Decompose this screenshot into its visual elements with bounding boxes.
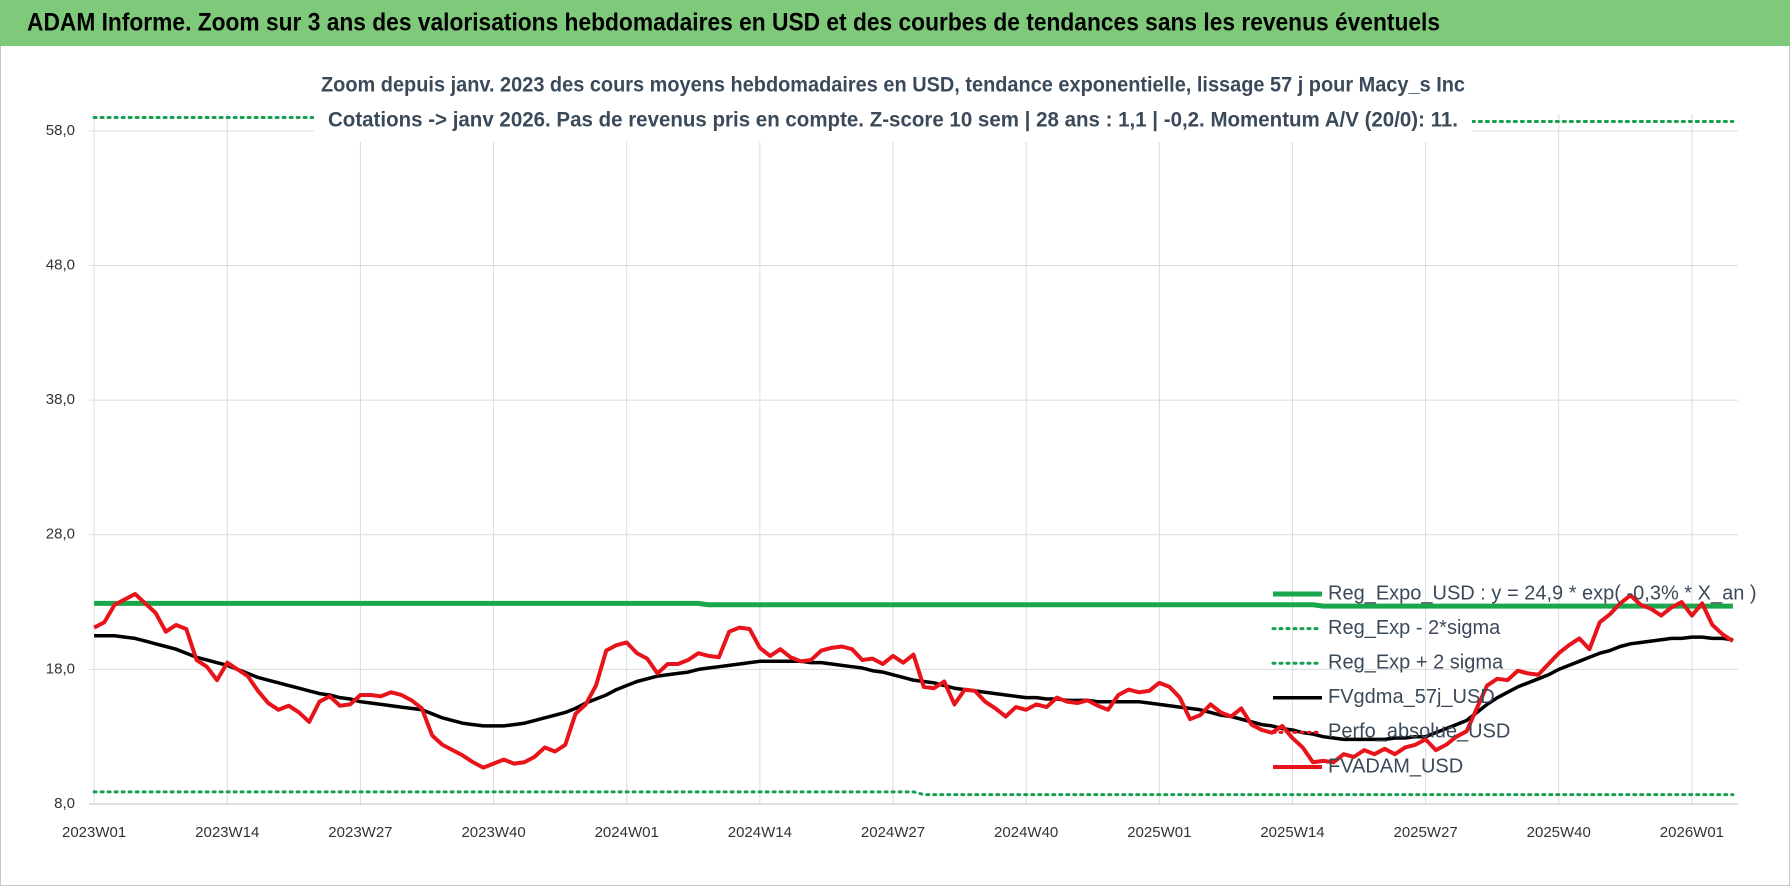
x-tick-label: 2023W27	[328, 824, 392, 841]
legend-label: Reg_Exp + 2 sigma	[1328, 651, 1504, 673]
x-tick-label: 2024W40	[994, 824, 1058, 841]
legend-label: Reg_Expo_USD : y = 24,9 * exp( -0,3% * X…	[1328, 582, 1757, 604]
y-tick-label: 28,0	[46, 526, 75, 543]
subtitle-box: Zoom depuis janv. 2023 des cours moyens …	[314, 68, 1472, 142]
legend-label: FVADAM_USD	[1328, 755, 1463, 777]
chart-title: ADAM Informe. Zoom sur 3 ans des valoris…	[27, 9, 1440, 37]
chart-subtitle: Cotations -> janv 2026. Pas de revenus p…	[328, 109, 1458, 132]
x-tick-label: 2024W14	[728, 824, 792, 841]
series-line	[94, 600, 1733, 609]
y-tick-label: 18,0	[46, 660, 75, 677]
legend: Reg_Expo_USD : y = 24,9 * exp( -0,3% * X…	[1271, 582, 1757, 777]
legend-label: FVgdma_57j_USD	[1328, 686, 1495, 708]
y-tick-label: 38,0	[46, 391, 75, 408]
x-tick-label: 2025W27	[1394, 824, 1458, 841]
x-tick-label: 2025W01	[1127, 824, 1191, 841]
series-line	[93, 592, 1734, 770]
x-tick-label: 2024W27	[861, 824, 925, 841]
x-tick-label: 2023W40	[461, 824, 525, 841]
y-tick-label: 48,0	[46, 257, 75, 274]
series-line	[94, 633, 1734, 742]
x-tick-label: 2025W40	[1527, 824, 1591, 841]
x-tick-label: 2026W01	[1660, 824, 1724, 841]
legend-label: Reg_Exp - 2*sigma	[1328, 617, 1501, 639]
x-tick-label: 2024W01	[595, 824, 659, 841]
legend-label: Perfo_absolue_USD	[1328, 721, 1510, 743]
series-line	[92, 790, 1735, 797]
y-tick-label: 58,0	[46, 122, 75, 139]
chart-subtitle: Zoom depuis janv. 2023 des cours moyens …	[321, 74, 1465, 97]
subtitle-background	[314, 68, 1472, 142]
x-tick-label: 2023W14	[195, 824, 259, 841]
x-tick-label: 2023W01	[62, 824, 126, 841]
y-tick-label: 8,0	[54, 795, 75, 812]
header-bar	[0, 0, 1790, 46]
x-tick-label: 2025W14	[1260, 824, 1324, 841]
